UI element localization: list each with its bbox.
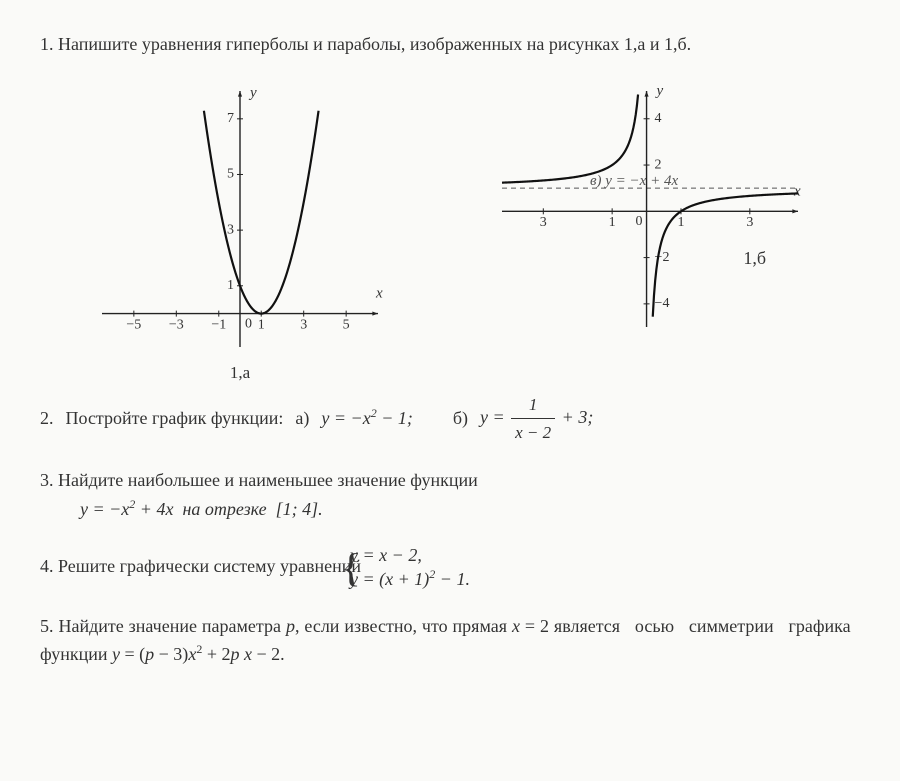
svg-text:4: 4 <box>655 111 662 126</box>
chart-a-caption: 1,а <box>230 363 250 383</box>
problem-3: 3. Найдите наибольшее и наименьшее значе… <box>40 466 860 524</box>
svg-text:3: 3 <box>227 222 234 237</box>
problem-2-b-label: б) <box>453 404 468 433</box>
p2b-den: x − 2 <box>511 419 555 446</box>
problem-5-body: Найдите значение параметра p, если извес… <box>40 616 860 665</box>
svg-text:1: 1 <box>258 317 265 332</box>
svg-text:−1: −1 <box>211 317 226 332</box>
svg-text:2: 2 <box>655 157 662 172</box>
problem-1-num: 1. <box>40 34 54 54</box>
svg-text:3: 3 <box>300 317 307 332</box>
svg-text:1: 1 <box>227 278 234 293</box>
svg-text:x: x <box>375 285 383 301</box>
problem-3-line1: 3. Найдите наибольшее и наименьшее значе… <box>40 466 860 495</box>
charts-row: −5−3−113513570xy 1,а 3113−4−2240xy 1,б в… <box>40 79 860 383</box>
p2b-fraction: 1 x − 2 <box>511 391 555 446</box>
svg-text:y: y <box>655 83 664 99</box>
svg-text:0: 0 <box>245 316 252 331</box>
problem-4-num: 4. <box>40 556 54 576</box>
p2b-suffix: + 3; <box>562 407 594 427</box>
svg-text:1: 1 <box>677 215 684 230</box>
problem-3-line2: y = −x2 + 4x на отрезке [1; 4]. <box>40 495 860 524</box>
svg-text:x: x <box>793 183 801 199</box>
p2b-num: 1 <box>511 391 555 419</box>
problem-2-lead: Постройте график функции: <box>66 404 284 433</box>
chart-b-caption: 1,б <box>743 248 766 269</box>
problem-2-b-expr: y = 1 x − 2 + 3; <box>480 391 593 446</box>
p3-l1: Найдите наибольшее и наименьшее значение… <box>58 470 478 490</box>
chart-b: 3113−4−2240xy <box>490 79 810 339</box>
problem-2: 2. Постройте график функции: а) y = −x2 … <box>40 391 860 446</box>
p4-lead: Решите графически систему уравнений <box>58 556 361 576</box>
problem-2-a-label: а) <box>295 404 309 433</box>
svg-text:5: 5 <box>227 166 234 181</box>
svg-text:−5: −5 <box>126 317 141 332</box>
problem-4-row: 4. Решите графически систему уравнений {… <box>40 544 860 592</box>
problem-1-body: Напишите уравнения гиперболы и параболы,… <box>58 34 691 54</box>
system-box: y = x − 2, y = (x + 1)2 − 1. <box>374 544 470 592</box>
problem-2-a-expr: y = −x2 − 1; <box>321 404 412 433</box>
chart-a-box: −5 −3 −1 1 3 5 1 3 5 7 0 x y 1,а <box>90 79 390 383</box>
problem-1-text: 1. Напишите уравнения гиперболы и парабо… <box>40 30 860 59</box>
svg-text:−3: −3 <box>169 317 184 332</box>
svg-text:5: 5 <box>343 317 350 332</box>
svg-text:1: 1 <box>609 215 616 230</box>
problem-5-num: 5. <box>40 616 54 636</box>
chart-a: −5 −3 −1 1 3 5 1 3 5 7 0 x y <box>90 79 390 359</box>
svg-text:0: 0 <box>636 214 643 229</box>
sys-line-2: y = (x + 1)2 − 1. <box>374 567 470 591</box>
svg-text:y: y <box>248 85 257 101</box>
chart-b-overlay-text: в) y = −x + 4x <box>590 173 678 190</box>
p2b-prefix: y = <box>480 407 505 427</box>
problem-4: 4. Решите графически систему уравнений {… <box>40 544 860 592</box>
svg-text:3: 3 <box>540 215 547 230</box>
sys-line-1: y = x − 2, <box>374 544 470 567</box>
problem-2-num: 2. <box>40 404 54 433</box>
svg-text:7: 7 <box>227 111 234 126</box>
chart-b-box: 3113−4−2240xy 1,б в) y = −x + 4x <box>490 79 810 339</box>
problem-1: 1. Напишите уравнения гиперболы и парабо… <box>40 30 860 59</box>
problem-5: 5. Найдите значение параметра p, если из… <box>40 612 860 670</box>
problem-3-num: 3. <box>40 470 54 490</box>
svg-text:−4: −4 <box>655 296 670 311</box>
svg-text:3: 3 <box>746 215 753 230</box>
